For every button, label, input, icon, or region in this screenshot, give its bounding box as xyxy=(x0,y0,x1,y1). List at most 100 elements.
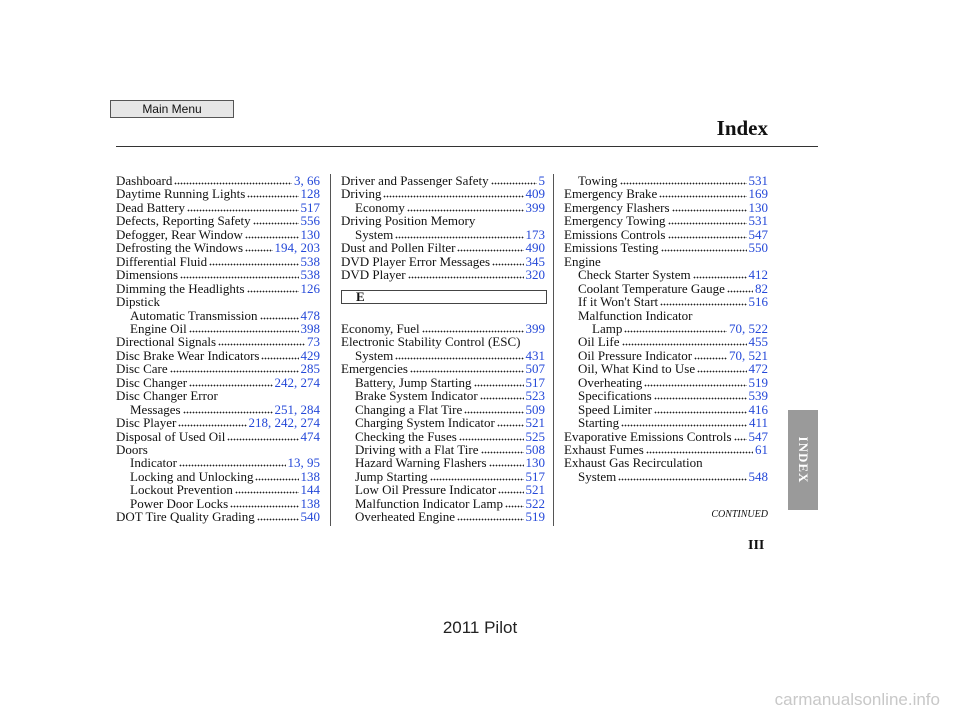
entry-text: Changing a Flat Tire xyxy=(355,401,463,417)
entry-text: Dimming the Headlights xyxy=(116,280,245,296)
index-row: Dust and Pollen Filter 490 xyxy=(341,241,545,255)
dot-leader xyxy=(255,477,299,481)
dot-leader xyxy=(496,424,524,428)
entry-text: Disc Care xyxy=(116,361,168,377)
index-row: Disc Changer 242, 274 xyxy=(116,375,320,390)
index-row: Automatic Transmission 478 xyxy=(130,307,320,323)
page-ref: 70, 521 xyxy=(729,347,768,363)
entry-text: Driving xyxy=(341,186,382,202)
page-ref: 3, 66 xyxy=(294,173,320,188)
entry-text: Dead Battery xyxy=(116,199,185,215)
index-row: Malfunction Indicator xyxy=(578,307,768,323)
entry-text: Automatic Transmission xyxy=(130,307,258,323)
dot-leader xyxy=(247,195,299,199)
dot-leader xyxy=(421,329,524,333)
entry-text: Battery, Jump Starting xyxy=(355,374,472,390)
entry-text: Emissions Controls xyxy=(564,226,666,242)
index-row: Locking and Unlocking 138 xyxy=(130,469,320,484)
entry-text: Engine Oil xyxy=(130,320,187,336)
dot-leader xyxy=(246,289,299,293)
page-ref: 412 xyxy=(748,267,769,283)
dot-leader xyxy=(488,464,524,468)
entry-text: Malfunction Indicator xyxy=(578,307,693,323)
dot-leader xyxy=(456,518,524,522)
dot-leader xyxy=(464,410,524,414)
dot-leader xyxy=(395,235,524,239)
index-row: Disposal of Used Oil 474 xyxy=(116,429,320,444)
page-ref: 144 xyxy=(300,482,321,498)
page-number: III xyxy=(748,538,765,553)
page-ref: 547 xyxy=(748,428,769,444)
index-row: Dimensions 538 xyxy=(116,268,320,282)
dot-leader xyxy=(252,222,299,226)
entry-text: Messages xyxy=(130,401,181,417)
page-ref: 556 xyxy=(300,213,321,229)
index-row: Oil, What Kind to Use 472 xyxy=(578,362,768,376)
index-row: Oil Life 455 xyxy=(578,335,768,349)
page-ref: 285 xyxy=(300,361,321,377)
entry-text: Oil, What Kind to Use xyxy=(578,361,696,377)
dot-leader xyxy=(653,397,747,401)
page-ref: 431 xyxy=(525,347,546,363)
main-menu-button[interactable]: Main Menu xyxy=(110,100,234,118)
entry-text: Dust and Pollen Filter xyxy=(341,240,456,256)
dot-leader xyxy=(619,182,747,185)
entry-text: Coolant Temperature Gauge xyxy=(578,280,725,296)
header-rule xyxy=(116,146,818,147)
index-row: Exhaust Gas Recirculation xyxy=(564,456,768,470)
index-row: Disc Care 285 xyxy=(116,362,320,376)
entry-text: Driver and Passenger Safety xyxy=(341,173,489,188)
dot-leader xyxy=(230,504,299,508)
dot-leader xyxy=(621,424,747,428)
index-row: Malfunction Indicator Lamp 522 xyxy=(355,496,545,511)
page-ref: 508 xyxy=(525,442,546,457)
index-row: Emergency Towing 531 xyxy=(564,214,768,228)
index-row: Dimming the Headlights 126 xyxy=(116,280,320,296)
index-row: Daytime Running Lights 128 xyxy=(116,187,320,201)
entry-text: Emergencies xyxy=(341,361,408,377)
index-row: Check Starter System 412 xyxy=(578,268,768,282)
page-ref: 251, 284 xyxy=(274,401,321,417)
dot-leader xyxy=(505,504,524,508)
entry-text: Lockout Prevention xyxy=(130,482,233,498)
entry-text: Brake System Indicator xyxy=(355,388,478,404)
index-row: Emissions Testing 550 xyxy=(564,241,768,255)
entry-text: Check Starter System xyxy=(578,267,691,283)
page-ref: 345 xyxy=(525,253,546,269)
dot-leader xyxy=(169,370,299,374)
page-ref: 507 xyxy=(525,361,546,377)
dot-leader xyxy=(624,329,727,333)
dot-leader xyxy=(259,316,299,320)
index-row: Disc Changer Error xyxy=(116,389,320,403)
continued-note: CONTINUED xyxy=(711,509,768,520)
column-divider xyxy=(330,174,331,526)
page-ref: 429 xyxy=(300,347,321,363)
index-row: Evaporative Emissions Controls 547 xyxy=(564,428,769,444)
page-ref: 416 xyxy=(748,401,769,417)
entry-text: Overheated Engine xyxy=(355,509,455,525)
page-ref: 517 xyxy=(525,468,546,484)
page-ref: 138 xyxy=(300,495,321,511)
entry-text: Power Door Locks xyxy=(130,495,229,511)
section-heading: E xyxy=(341,289,547,304)
page-ref: 539 xyxy=(748,388,769,404)
column-divider xyxy=(553,174,554,526)
index-row: Emissions Controls 547 xyxy=(564,226,768,242)
index-row: Disc Player 218, 242, 274 xyxy=(116,416,320,430)
entry-text: Lamp xyxy=(592,320,623,336)
page-ref: 517 xyxy=(525,374,546,390)
entry-text: Exhaust Gas Recirculation xyxy=(564,455,703,471)
page-ref: 13, 95 xyxy=(287,455,321,471)
index-row: Indicator 13, 95 xyxy=(130,456,320,470)
entry-text: DVD Player xyxy=(341,267,406,283)
dot-leader xyxy=(409,370,524,374)
index-row: Overheated Engine 519 xyxy=(355,510,545,524)
dot-leader xyxy=(667,235,747,239)
index-row: Brake System Indicator 523 xyxy=(355,389,545,403)
index-row: Defects, Reporting Safety 556 xyxy=(116,214,320,228)
page-ref: 128 xyxy=(300,186,321,202)
index-row: Oil Pressure Indicator 70, 521 xyxy=(578,347,768,363)
dot-leader xyxy=(473,383,524,387)
index-row: Power Door Locks 138 xyxy=(130,495,321,511)
